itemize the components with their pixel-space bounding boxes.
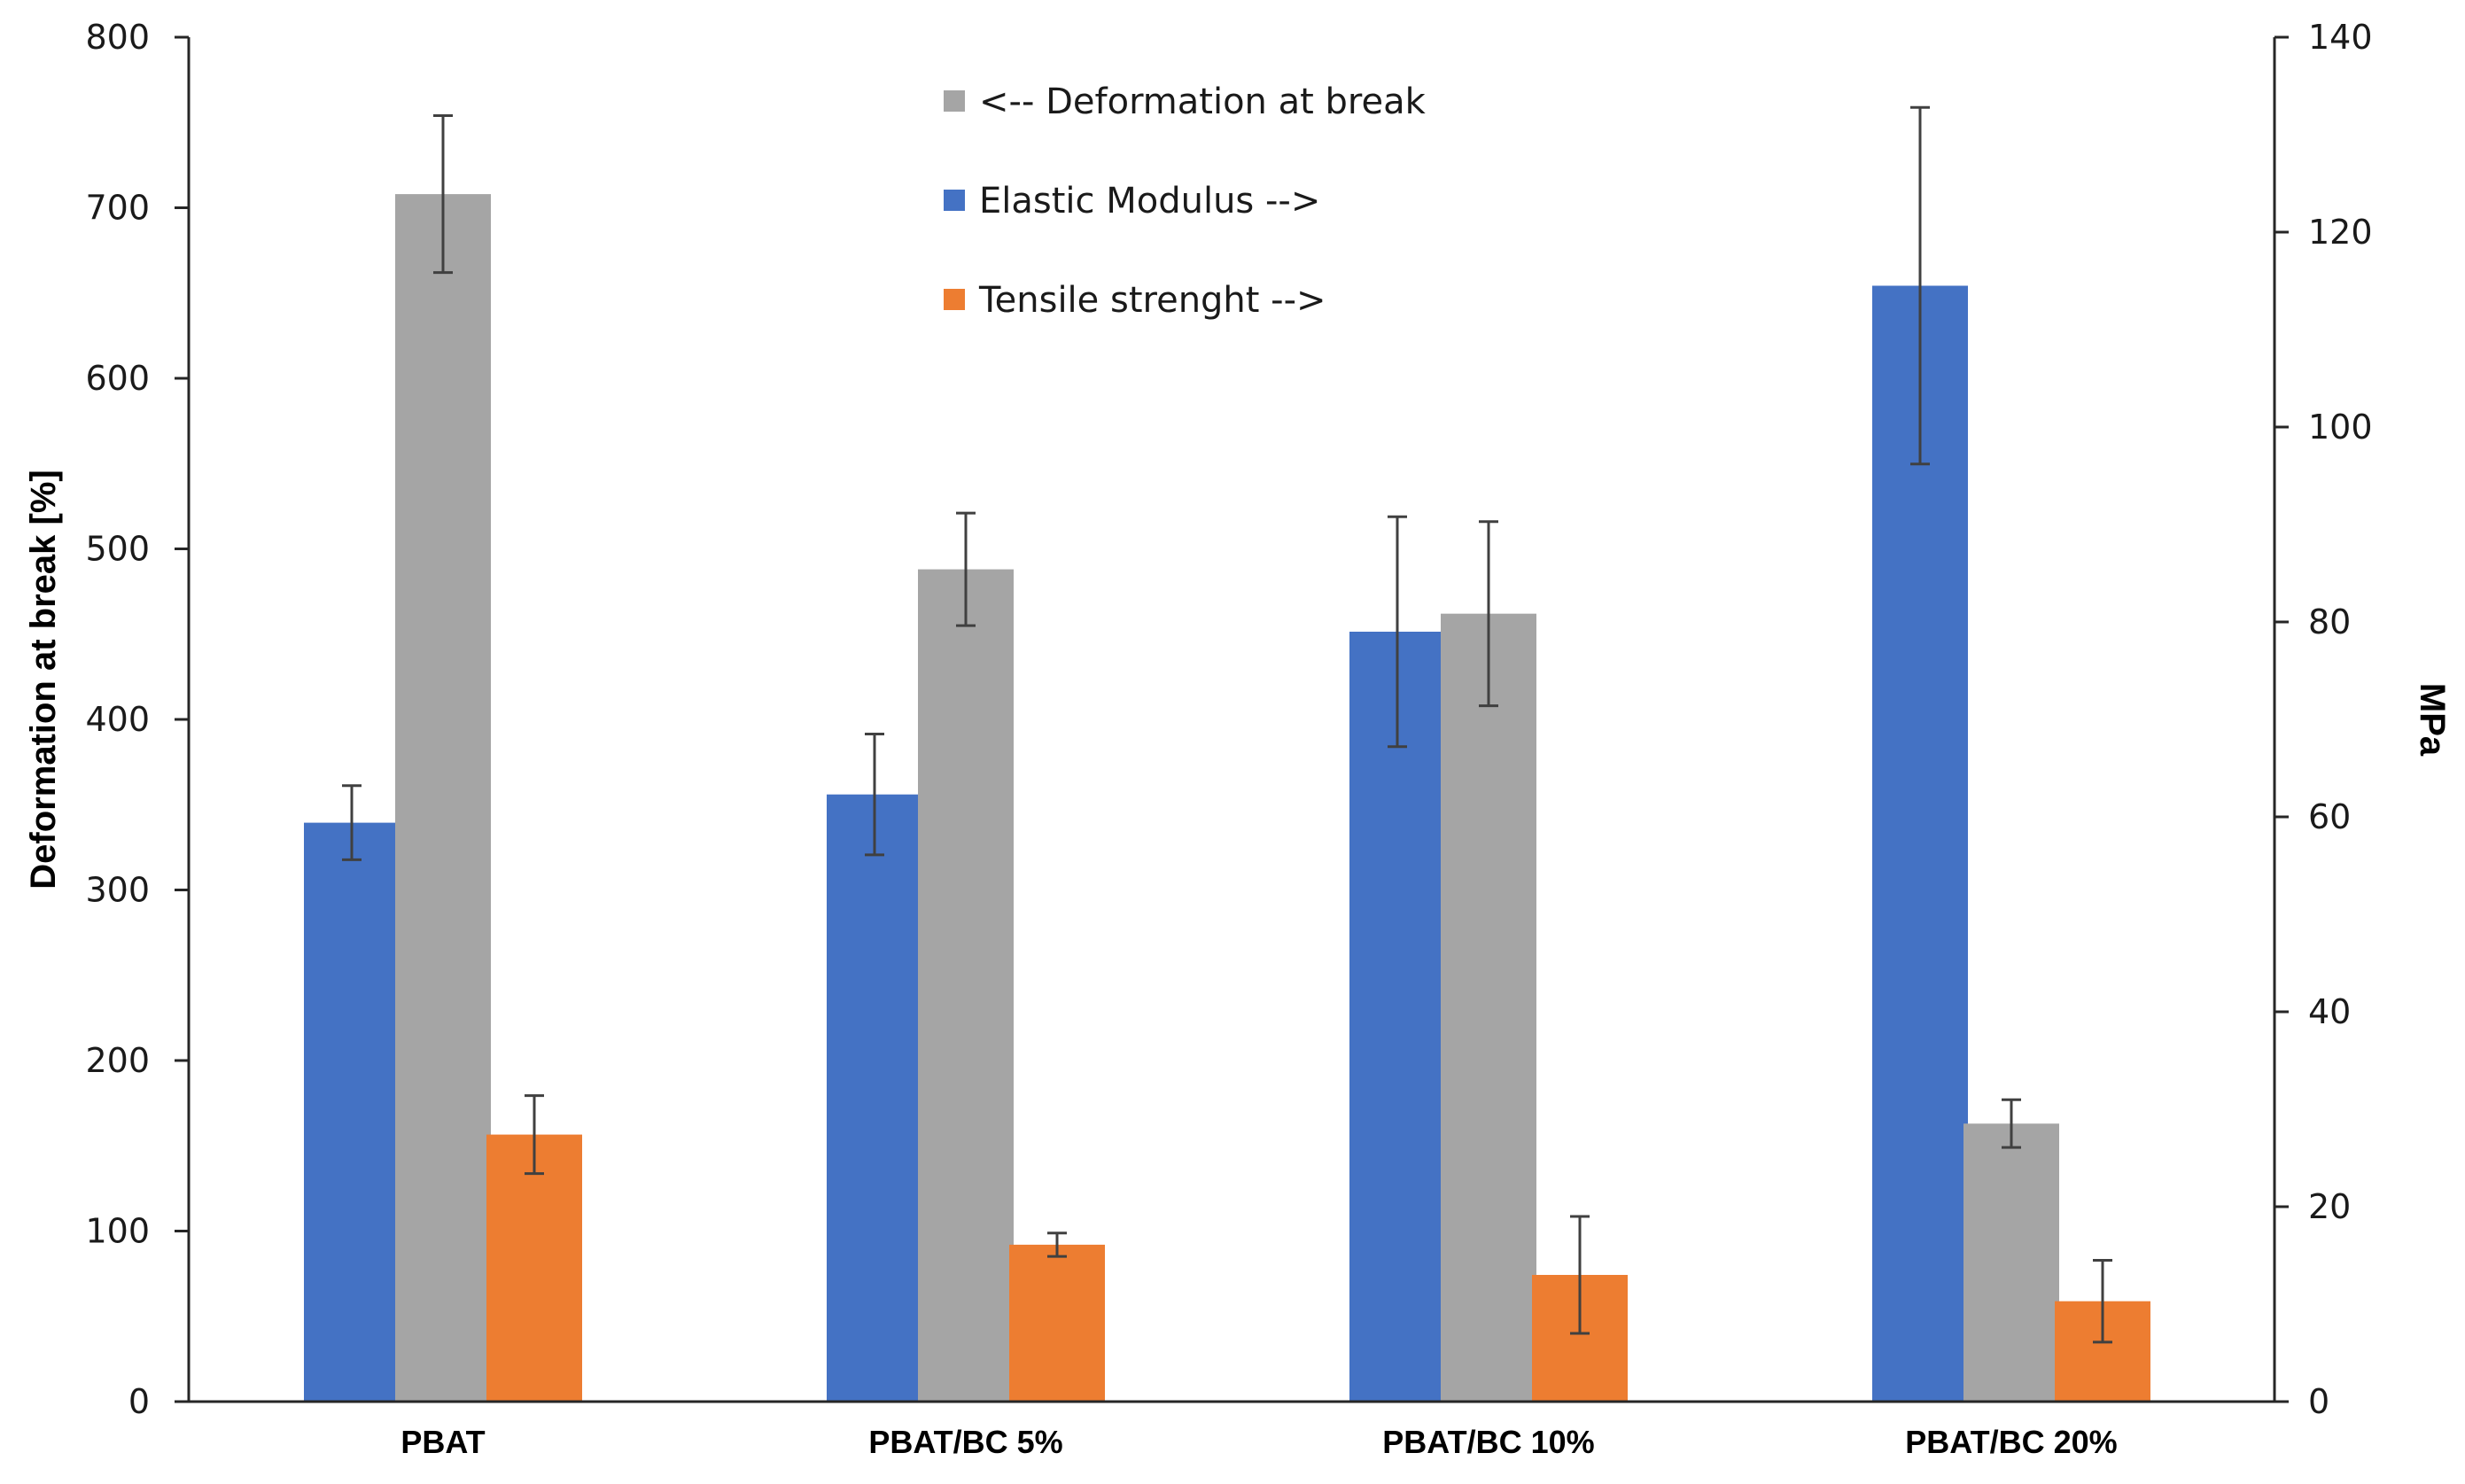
legend-swatch-tensile-strenght <box>944 289 965 310</box>
y-tick-label-left-0: 0 <box>128 1382 150 1421</box>
error-bar-tensile-strenght-pbat <box>525 1094 544 1176</box>
error-bar-tensile-strenght-pbat-bc-20 <box>2093 1259 2112 1344</box>
y-tick-label-right-20: 20 <box>2308 1187 2351 1226</box>
y-tick-label-left-600: 600 <box>85 359 150 398</box>
legend: <-- Deformation at break Elastic Modulus … <box>944 82 1427 321</box>
error-bar-layer <box>342 105 2112 1344</box>
y-tick-label-left-200: 200 <box>85 1041 150 1080</box>
legend-swatch-elastic-modulus <box>944 190 965 211</box>
y-tick-label-left-400: 400 <box>85 700 150 739</box>
y-tick-label-right-60: 60 <box>2308 797 2351 836</box>
y-tick-label-right-40: 40 <box>2308 992 2351 1031</box>
error-bar-deformation-at-break-pbat-bc-5 <box>956 511 976 627</box>
error-bar-deformation-at-break-pbat <box>433 114 453 275</box>
error-bar-deformation-at-break-pbat-bc-10 <box>1479 520 1498 708</box>
bar-deformation-at-break-pbat-bc-10 <box>1441 613 1536 1402</box>
bar-tensile-strenght-pbat <box>486 1134 582 1402</box>
x-category-label-pbat-bc-20: PBAT/BC 20% <box>1905 1424 2117 1460</box>
error-bar-elastic-modulus-pbat-bc-5 <box>865 733 884 857</box>
y-tick-label-right-100: 100 <box>2308 408 2373 447</box>
error-bar-tensile-strenght-pbat-bc-10 <box>1570 1215 1590 1335</box>
bar-deformation-at-break-pbat <box>395 194 491 1402</box>
y-tick-label-left-300: 300 <box>85 871 150 910</box>
bar-elastic-modulus-pbat-bc-10 <box>1349 632 1445 1402</box>
bar-layer <box>304 194 2150 1402</box>
legend-item-elastic-modulus: Elastic Modulus --> <box>944 181 1320 221</box>
y-axis-title-left: Deformation at break [%] <box>24 470 63 889</box>
legend-label-tensile-strenght: Tensile strenght --> <box>978 280 1326 321</box>
error-bar-deformation-at-break-pbat-bc-20 <box>2002 1098 2021 1149</box>
error-bar-tensile-strenght-pbat-bc-5 <box>1047 1231 1067 1258</box>
y-tick-label-right-80: 80 <box>2308 602 2351 641</box>
bar-deformation-at-break-pbat-bc-5 <box>918 569 1014 1402</box>
axis-layer: 0 100 200 300 400 500 600 700 800 0 20 40 60 80 100 120… <box>85 18 2372 1460</box>
bar-tensile-strenght-pbat-bc-5 <box>1009 1244 1105 1402</box>
x-category-label-pbat-bc-5: PBAT/BC 5% <box>868 1424 1062 1460</box>
x-category-label-pbat-bc-10: PBAT/BC 10% <box>1382 1424 1594 1460</box>
y-tick-label-right-120: 120 <box>2308 213 2373 252</box>
legend-item-tensile-strenght: Tensile strenght --> <box>944 280 1326 321</box>
y-axis-title-right: MPa <box>2413 683 2452 757</box>
bar-elastic-modulus-pbat-bc-5 <box>827 794 922 1402</box>
x-category-label-pbat: PBAT <box>400 1424 485 1460</box>
error-bar-elastic-modulus-pbat-bc-20 <box>1910 105 1930 466</box>
y-tick-label-left-500: 500 <box>85 530 150 569</box>
y-tick-label-right-140: 140 <box>2308 18 2373 57</box>
y-tick-label-right-0: 0 <box>2308 1382 2329 1421</box>
legend-label-elastic-modulus: Elastic Modulus --> <box>979 181 1320 221</box>
legend-swatch-deformation-at-break <box>944 90 965 112</box>
legend-item-deformation-at-break: <-- Deformation at break <box>944 82 1427 122</box>
y-tick-label-left-700: 700 <box>85 189 150 228</box>
bar-elastic-modulus-pbat <box>304 822 400 1402</box>
legend-label-deformation-at-break: <-- Deformation at break <box>979 82 1427 122</box>
error-bar-elastic-modulus-pbat <box>342 784 362 861</box>
y-tick-label-left-100: 100 <box>85 1212 150 1251</box>
bar-elastic-modulus-pbat-bc-20 <box>1872 285 1968 1402</box>
error-bar-elastic-modulus-pbat-bc-10 <box>1388 515 1407 749</box>
bar-deformation-at-break-pbat-bc-20 <box>1963 1123 2059 1402</box>
y-tick-label-left-800: 800 <box>85 18 150 57</box>
